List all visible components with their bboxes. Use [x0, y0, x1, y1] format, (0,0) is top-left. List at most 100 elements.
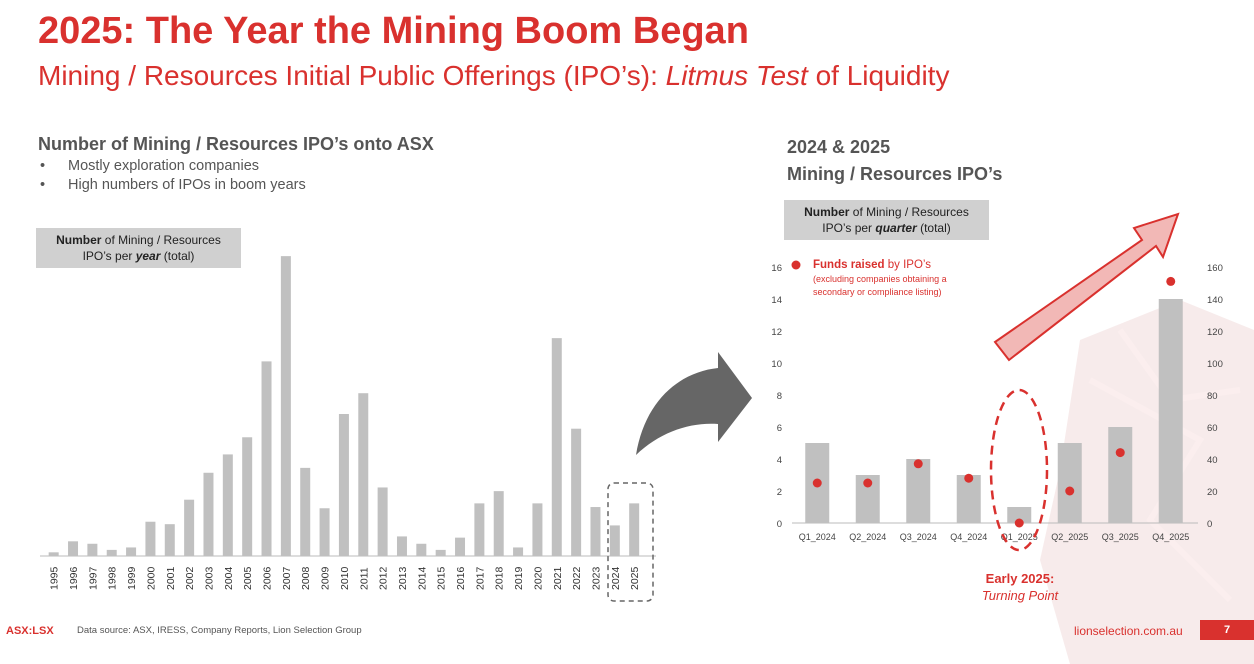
bar-1997: [87, 543, 98, 556]
bar-1998: [106, 549, 117, 556]
left-tick-6: 6: [777, 423, 782, 434]
funds-point-Q1_2024: [812, 478, 822, 488]
tick-label-2000: 2000: [145, 566, 157, 590]
tick-label-2005: 2005: [242, 566, 254, 590]
left-tick-4: 4: [777, 455, 782, 466]
tick-label-2006: 2006: [262, 566, 274, 590]
bar-Q4_2025: [1158, 299, 1183, 523]
right-tick-100: 100: [1207, 359, 1223, 370]
left-chart-heading: Number of Mining / Resources IPO’s onto …: [38, 134, 434, 154]
tick-label-1995: 1995: [49, 566, 61, 590]
subtitle-post: of Liquidity: [807, 60, 950, 91]
tick-label-Q3_2024: Q3_2024: [900, 532, 937, 542]
tick-label-2010: 2010: [339, 566, 351, 590]
tick-label-1998: 1998: [107, 566, 119, 590]
legend-label: Funds raised by IPO’s: [813, 259, 931, 271]
turning-point-ellipse: [989, 388, 1049, 552]
bar-Q1_2025: [1007, 507, 1032, 523]
bar-2009: [319, 508, 330, 556]
funds-point-Q4_2024: [964, 473, 974, 483]
tick-label-Q2_2024: Q2_2024: [849, 532, 886, 542]
tick-label-2019: 2019: [513, 566, 525, 590]
tick-label-2007: 2007: [281, 566, 293, 590]
right-tick-0: 0: [1207, 519, 1212, 530]
bar-2020: [532, 503, 543, 556]
bar-2004: [222, 454, 233, 556]
bar-2003: [203, 472, 214, 556]
tick-label-2021: 2021: [552, 566, 564, 590]
funds-point-Q2_2025: [1065, 486, 1075, 496]
page-title: 2025: The Year the Mining Boom Began: [38, 10, 749, 52]
left-bar-chart: 1995 1996 1997 1998 1999 2000 2001 2002 2003 2004…: [40, 256, 656, 590]
left-bullets: Mostly exploration companies High number…: [38, 158, 306, 196]
bar-1996: [68, 541, 79, 556]
up-trend-arrow-icon: [993, 212, 1180, 362]
bar-2006: [261, 361, 272, 556]
footer-source: Data source: ASX, IRESS, Company Reports…: [77, 625, 362, 636]
tick-label-Q4_2025: Q4_2025: [1152, 532, 1189, 542]
footer-website-link[interactable]: lionselection.com.au: [1074, 624, 1183, 638]
tick-label-2017: 2017: [474, 566, 486, 590]
label-line2-em: quarter: [875, 221, 917, 235]
tick-label-2002: 2002: [184, 566, 196, 590]
tick-label-Q3_2025: Q3_2025: [1102, 532, 1139, 542]
bar-2017: [474, 503, 485, 556]
tick-label-Q1_2024: Q1_2024: [799, 532, 836, 542]
label-bold: Number: [804, 205, 850, 219]
page-number: 7: [1200, 620, 1254, 640]
subtitle-emphasis: Litmus Test: [665, 60, 808, 91]
funds-point-Q2_2024: [863, 478, 873, 488]
bar-2021: [551, 338, 562, 556]
left-tick-16: 16: [771, 263, 782, 274]
label-bold: Number: [56, 233, 102, 247]
left-chart-label: Number of Mining / Resources IPO’s per y…: [36, 228, 241, 268]
tick-label-Q1_2025: Q1_2025: [1001, 532, 1038, 542]
tick-label-Q4_2024: Q4_2024: [950, 532, 987, 542]
label-line2-pre: IPO’s per: [82, 249, 136, 263]
label-line2-post: (total): [916, 221, 951, 235]
label-mid: of Mining / Resources: [101, 233, 221, 247]
tick-label-2024: 2024: [610, 566, 622, 590]
left-tick-8: 8: [777, 391, 782, 402]
bar-2000: [145, 521, 156, 556]
early-line1: Early 2025:: [985, 571, 1055, 586]
bar-2023: [590, 507, 601, 556]
tick-label-2015: 2015: [436, 566, 448, 590]
tick-label-2016: 2016: [455, 566, 467, 590]
bar-2018: [493, 491, 504, 556]
right-chart-label: Number of Mining / Resources IPO’s per q…: [784, 200, 989, 240]
turning-point-label: Early 2025: Turning Point: [960, 570, 1080, 604]
bar-2014: [416, 543, 427, 556]
bar-2019: [513, 547, 524, 556]
bar-Q2_2025: [1057, 443, 1082, 523]
right-heading-line2: Mining / Resources IPO’s: [787, 164, 1003, 184]
legend-note-2: secondary or compliance listing): [813, 287, 942, 297]
right-tick-20: 20: [1207, 487, 1218, 498]
tick-label-2011: 2011: [358, 567, 370, 590]
tick-label-1999: 1999: [126, 566, 138, 590]
bar-2007: [280, 256, 291, 556]
right-tick-40: 40: [1207, 455, 1218, 466]
page-subtitle: Mining / Resources Initial Public Offeri…: [38, 60, 949, 92]
label-line2-pre: IPO’s per: [822, 221, 876, 235]
right-tick-60: 60: [1207, 423, 1218, 434]
right-tick-140: 140: [1207, 295, 1223, 306]
footer-ticker: ASX:LSX: [6, 625, 54, 637]
tick-label-Q2_2025: Q2_2025: [1051, 532, 1088, 542]
legend-rest: by IPO’s: [885, 259, 932, 271]
left-tick-12: 12: [771, 327, 782, 338]
bar-2013: [396, 536, 407, 556]
bar-2001: [164, 524, 175, 556]
bar-Q3_2024: [906, 459, 931, 523]
bullet-item: High numbers of IPOs in boom years: [38, 177, 306, 196]
tick-label-2025: 2025: [629, 566, 641, 590]
left-tick-10: 10: [771, 359, 782, 370]
right-chart-heading: 2024 & 2025 Mining / Resources IPO’s: [787, 134, 1002, 188]
bar-Q4_2024: [956, 475, 981, 523]
bar-1999: [126, 547, 137, 556]
left-tick-14: 14: [771, 295, 782, 306]
right-bar-chart: 0246810121416020406080100120140160Q1_202…: [771, 263, 1222, 542]
funds-point-Q1_2025: [1014, 518, 1024, 528]
early-line2: Turning Point: [981, 588, 1059, 603]
legend-marker: [791, 260, 801, 270]
